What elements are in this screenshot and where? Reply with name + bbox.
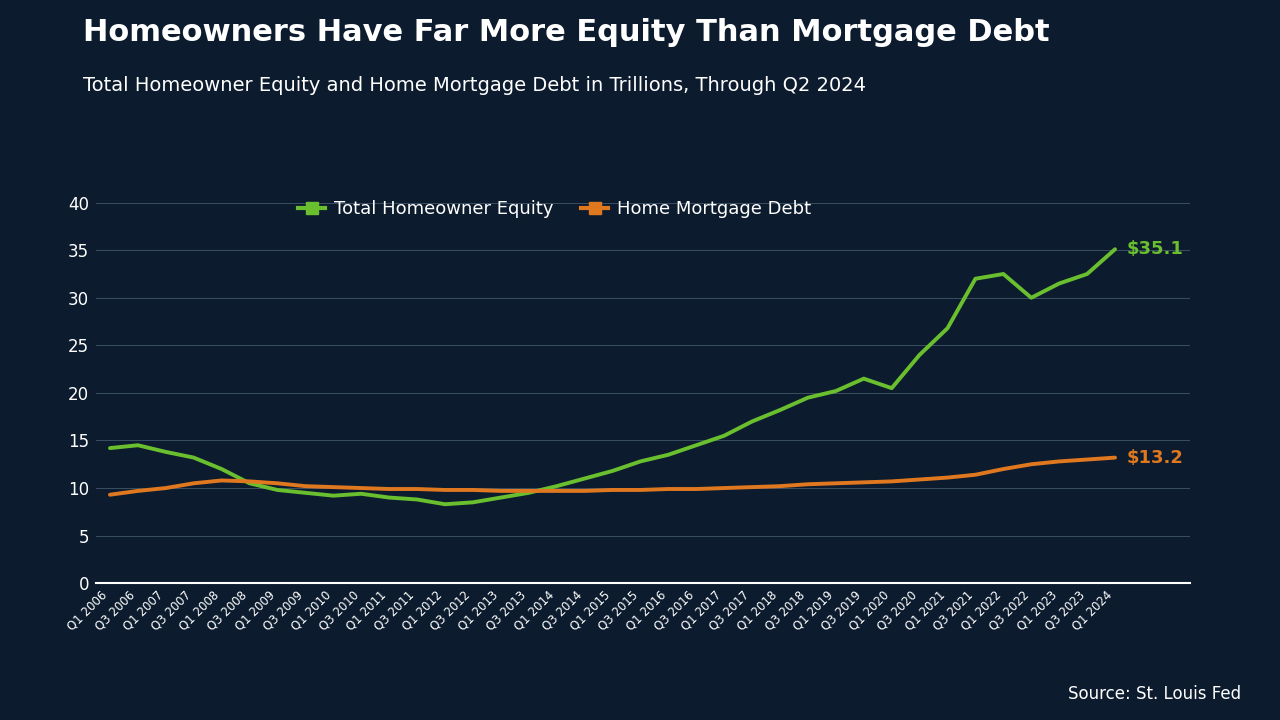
Text: Total Homeowner Equity and Home Mortgage Debt in Trillions, Through Q2 2024: Total Homeowner Equity and Home Mortgage…	[83, 76, 867, 94]
Text: Homeowners Have Far More Equity Than Mortgage Debt: Homeowners Have Far More Equity Than Mor…	[83, 18, 1050, 47]
Text: Source: St. Louis Fed: Source: St. Louis Fed	[1069, 685, 1242, 703]
Text: $35.1: $35.1	[1126, 240, 1183, 258]
Text: $13.2: $13.2	[1126, 449, 1183, 467]
Legend: Total Homeowner Equity, Home Mortgage Debt: Total Homeowner Equity, Home Mortgage De…	[291, 193, 818, 225]
